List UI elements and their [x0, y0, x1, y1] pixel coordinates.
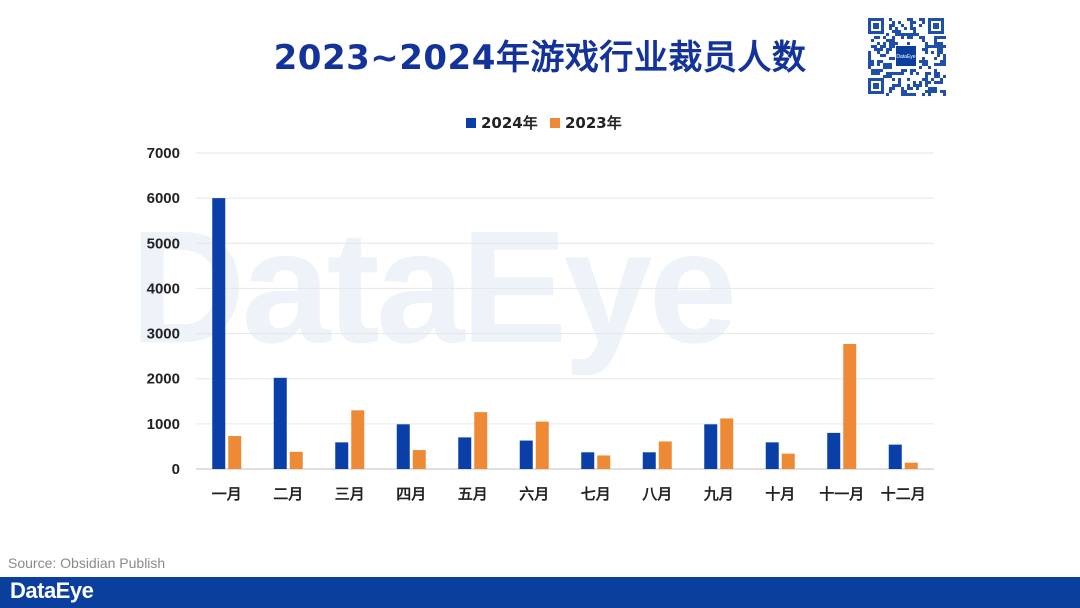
bar-2023 [781, 453, 795, 469]
chart-bars [212, 198, 918, 469]
bar-2024 [827, 432, 841, 469]
bar-2023 [474, 412, 488, 469]
bar-2024 [458, 437, 472, 469]
bar-2023 [228, 436, 242, 469]
y-tick-label: 1000 [147, 416, 180, 433]
chart-gridlines [196, 152, 934, 470]
y-axis: 0 1000 2000 3000 4000 5000 6000 7000 [147, 145, 180, 478]
y-tick-label: 5000 [147, 235, 180, 252]
legend-label: 2023年 [565, 114, 622, 132]
y-tick-label: 7000 [147, 145, 180, 162]
bar-2023 [658, 441, 672, 469]
y-tick-label: 4000 [147, 280, 180, 297]
bar-2024 [335, 442, 349, 469]
legend-label: 2024年 [481, 114, 538, 132]
bar-2023 [597, 455, 611, 469]
bar-2024 [581, 452, 595, 469]
x-tick-label: 八月 [641, 485, 672, 503]
x-tick-label: 五月 [458, 485, 488, 503]
bar-2023 [720, 418, 734, 469]
bar-2023 [351, 410, 365, 469]
y-tick-label: 2000 [147, 371, 180, 388]
bar-2023 [535, 421, 549, 469]
y-tick-label: 3000 [147, 326, 180, 343]
bar-2024 [212, 198, 226, 469]
x-tick-label: 十月 [765, 485, 795, 503]
y-tick-label: 6000 [147, 190, 180, 207]
x-tick-label: 六月 [519, 485, 549, 503]
qr-center-label: DataEye [896, 54, 915, 60]
x-tick-label: 四月 [396, 485, 426, 503]
legend-swatch [550, 118, 560, 128]
bar-2024 [519, 440, 533, 469]
bar-2023 [843, 343, 857, 469]
bar-2024 [642, 452, 656, 469]
bar-2024 [888, 444, 902, 469]
bar-2023 [412, 450, 426, 469]
bar-chart: 2024年 2023年 0 1000 2000 3000 4000 5000 6000 7000… [147, 114, 934, 503]
footer-brand-logo: DataEye [10, 578, 94, 603]
bar-2024 [273, 377, 287, 469]
x-tick-label: 九月 [703, 485, 734, 503]
bar-2023 [289, 451, 303, 469]
bar-2024 [765, 442, 779, 469]
qr-code-icon: DataEye [866, 16, 946, 96]
bar-2023 [904, 462, 918, 469]
footer-bar: DataEye [0, 577, 1080, 608]
x-tick-label: 七月 [581, 485, 611, 503]
x-axis: 一月 二月 三月 四月 五月 六月 七月 八月 九月 十月 十一月 十二月 [212, 485, 926, 503]
x-tick-label: 三月 [335, 485, 365, 503]
x-tick-label: 一月 [212, 485, 242, 503]
chart-legend: 2024年 2023年 [466, 114, 622, 132]
x-tick-label: 二月 [273, 485, 303, 503]
y-tick-label: 0 [172, 461, 180, 478]
chart-title: 2023~2024年游戏行业裁员人数 [273, 38, 807, 78]
x-tick-label: 十一月 [819, 485, 864, 503]
x-tick-label: 十二月 [881, 485, 926, 503]
bar-2024 [704, 424, 718, 469]
bar-2024 [396, 424, 410, 469]
source-note: Source: Obsidian Publish [8, 555, 166, 571]
legend-swatch [466, 118, 476, 128]
dataeye-watermark: DataEye [130, 197, 737, 376]
